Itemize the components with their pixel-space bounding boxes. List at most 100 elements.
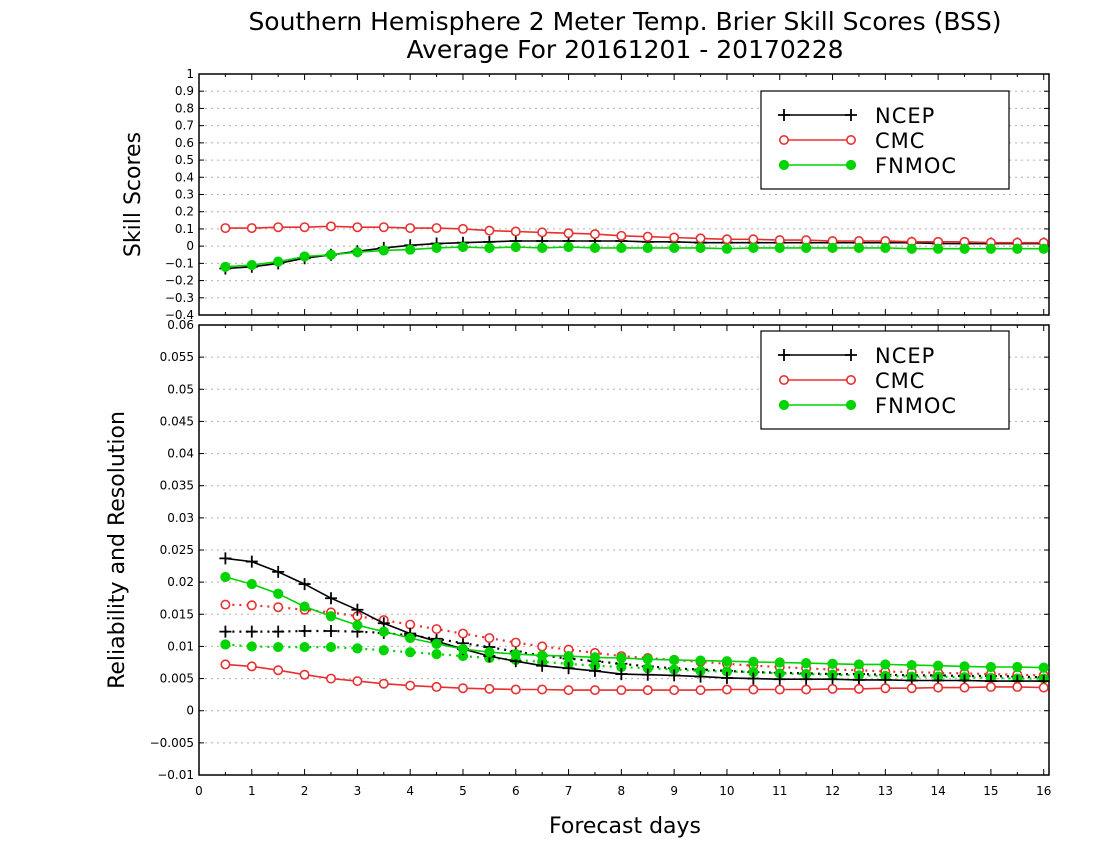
data-point-cmc (827, 683, 838, 694)
data-point-fnmoc-dotted (325, 641, 337, 653)
data-point-ncep (826, 673, 839, 686)
series-ncep (219, 552, 1050, 688)
data-point-cmc (589, 229, 600, 240)
y-tick-label: 0.1 (175, 222, 194, 236)
data-point-fnmoc (1012, 243, 1023, 254)
chart-title-line2: Average For 20161201 - 20170228 (406, 35, 843, 64)
data-point-fnmoc (669, 654, 680, 666)
data-point-cmc (510, 684, 521, 695)
plot-frame (198, 324, 1050, 776)
legend-marker (845, 349, 857, 361)
data-point-ncep (852, 673, 865, 686)
data-point-fnmoc (906, 659, 917, 671)
data-point-ncep (298, 578, 311, 591)
series-line-ncep-dotted (225, 629, 1044, 679)
data-point-fnmoc (748, 656, 759, 667)
data-point-fnmoc (457, 241, 469, 253)
data-point-cmc (801, 684, 812, 695)
legend-marker (845, 109, 857, 121)
data-point-cmc (880, 683, 891, 694)
data-point-cmc (774, 684, 785, 695)
x-tick-label: 6 (512, 784, 520, 798)
data-point-cmc (220, 659, 231, 670)
data-point-fnmoc (1038, 243, 1049, 254)
data-point-fnmoc (721, 656, 733, 667)
x-tick-label: 2 (301, 784, 309, 798)
x-tick-label: 14 (930, 784, 945, 798)
data-point-fnmoc (537, 650, 548, 661)
data-point-fnmoc (246, 259, 257, 271)
y-tick-label: 0.01 (167, 639, 194, 653)
data-point-cmc (484, 683, 495, 694)
data-point-cmc (484, 225, 495, 236)
data-point-cmc (405, 223, 416, 234)
data-point-fnmoc (220, 261, 231, 272)
series-fnmoc (220, 241, 1049, 272)
data-point-fnmoc-dotted (405, 647, 416, 658)
legend-marker (778, 159, 790, 171)
y-tick-label: −0.2 (165, 274, 194, 288)
data-point-cmc (616, 230, 627, 241)
data-point-fnmoc-dotted (246, 641, 257, 652)
data-point-fnmoc (589, 242, 601, 253)
y-tick-label: 0.7 (175, 119, 194, 133)
data-point-ncep (747, 672, 760, 685)
data-point-ncep (773, 673, 786, 686)
data-point-cmc (616, 685, 627, 696)
x-tick-label: 7 (565, 784, 573, 798)
data-point-cmc (537, 684, 548, 695)
data-point-fnmoc (405, 632, 416, 644)
y-tick-label: 0.8 (175, 101, 194, 115)
legend-marker (778, 135, 789, 146)
data-point-fnmoc (457, 643, 469, 655)
data-point-fnmoc (695, 242, 706, 253)
data-point-fnmoc (431, 242, 442, 253)
y-tick-label: 0.045 (160, 414, 194, 428)
data-point-ncep (641, 668, 654, 681)
data-point-fnmoc-dotted (273, 641, 284, 653)
data-point-fnmoc (537, 242, 548, 253)
legend-marker (778, 374, 789, 385)
data-point-fnmoc (985, 243, 997, 254)
data-point-fnmoc-dotted (352, 643, 363, 654)
data-point-fnmoc (774, 242, 785, 253)
data-point-fnmoc (933, 243, 944, 254)
data-point-fnmoc (853, 659, 865, 670)
data-point-fnmoc (827, 242, 838, 253)
y-tick-label: 0.05 (167, 382, 194, 396)
x-tick-label: 1 (248, 784, 256, 798)
data-point-cmc (457, 683, 468, 694)
data-point-cmc (352, 222, 363, 233)
data-point-cmc (563, 685, 574, 696)
series-line-ncep (225, 557, 1044, 682)
x-axis-label: Forecast days (549, 814, 701, 839)
y-tick-label: −0.3 (165, 291, 194, 305)
data-point-fnmoc-dotted (299, 641, 310, 653)
data-point-fnmoc (273, 588, 284, 599)
data-point-cmc (299, 669, 310, 680)
data-point-fnmoc-dotted (431, 649, 442, 660)
y-axis-label: Skill Scores (121, 132, 146, 257)
data-point-cmc (1012, 681, 1023, 692)
y-tick-label: 0.3 (175, 188, 194, 202)
data-point-cmc-dotted (457, 628, 468, 639)
data-point-fnmoc (853, 242, 865, 253)
plot-frame (198, 73, 1050, 316)
y-tick-label: 0.6 (175, 136, 194, 150)
data-point-fnmoc (959, 243, 970, 254)
x-tick-label: 5 (459, 784, 467, 798)
data-point-fnmoc (510, 649, 521, 660)
legend-marker (778, 349, 790, 361)
data-point-cmc (721, 234, 732, 245)
data-point-fnmoc (985, 661, 997, 673)
data-point-cmc (589, 685, 600, 696)
data-point-ncep (272, 565, 285, 578)
data-point-fnmoc (906, 243, 917, 254)
data-point-fnmoc (352, 247, 363, 258)
data-point-fnmoc-dotted (220, 639, 231, 650)
data-point-fnmoc (695, 655, 706, 666)
x-tick-label: 0 (195, 784, 203, 798)
y-tick-label: 0.015 (160, 607, 194, 621)
